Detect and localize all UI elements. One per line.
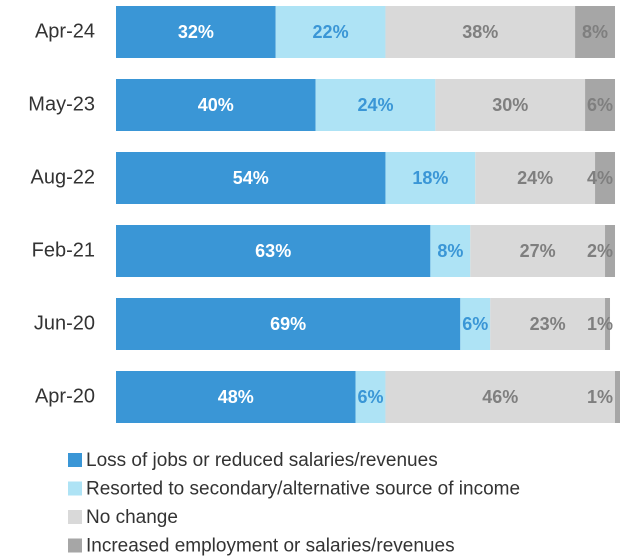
bar-segment [460,298,491,350]
legend-label: Resorted to secondary/alternative source… [86,479,520,500]
bar-segment [490,298,606,350]
data-label: 24% [517,168,553,188]
data-label: 8% [582,22,608,42]
data-label: 48% [218,387,254,407]
data-label: 38% [462,22,498,42]
legend-swatch [68,510,82,524]
bar-segment [385,152,476,204]
bar-segment [385,371,616,423]
category-label: May-23 [28,93,95,115]
category-label: Jun-20 [34,312,95,334]
bar-segment [605,298,611,350]
data-label: 32% [178,22,214,42]
bar-segment [605,225,616,277]
bar-segment [385,6,576,58]
data-label: 63% [255,241,291,261]
data-label: 1% [587,387,613,407]
legend-swatch [68,481,82,496]
bar-segment [595,152,616,204]
bar-segment [116,225,431,277]
bar-segment [615,371,620,423]
data-label: 6% [462,314,488,334]
bar-segment [355,371,386,423]
data-label: 6% [357,387,383,407]
data-label: 40% [198,95,234,115]
data-label: 27% [520,241,556,261]
data-label: 22% [313,22,349,42]
bar-segment [116,298,461,350]
bar-segment [116,6,276,58]
bar-segment [575,6,616,58]
category-label: Apr-20 [35,385,95,407]
bar-segment [116,79,316,131]
bar-segment [275,6,386,58]
legend-label: Loss of jobs or reduced salaries/revenue… [86,450,438,471]
legend-swatch [68,453,82,467]
bar-segment [435,79,586,131]
bar-segment [116,152,386,204]
category-label: Aug-22 [31,166,96,188]
bar-segment [430,225,471,277]
data-label: 46% [482,387,518,407]
bar-segment [585,79,616,131]
data-label: 23% [530,314,566,334]
bar-segment [475,152,596,204]
bar-segment [470,225,606,277]
data-label: 69% [270,314,306,334]
category-label: Feb-21 [32,239,95,261]
data-label: 24% [357,95,393,115]
data-label: 1% [587,314,613,334]
bar-segment [116,371,356,423]
legend-label: No change [86,507,178,528]
legend-label: Increased employment or salaries/revenue… [86,536,455,557]
data-label: 8% [437,241,463,261]
data-label: 30% [492,95,528,115]
data-label: 6% [587,95,613,115]
category-label: Apr-24 [35,20,95,42]
bar-segment [315,79,436,131]
data-label: 4% [587,168,613,188]
data-label: 18% [412,168,448,188]
data-label: 54% [233,168,269,188]
legend-swatch [68,538,82,553]
data-label: 2% [587,241,613,261]
